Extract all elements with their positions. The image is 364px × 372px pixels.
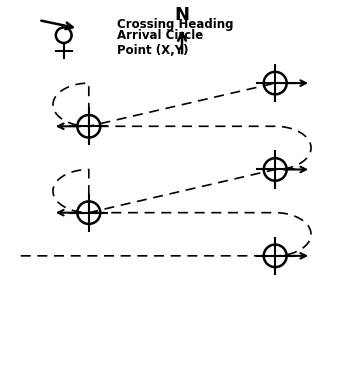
- Text: Arrival Circle: Arrival Circle: [118, 29, 204, 42]
- Text: N: N: [174, 6, 190, 24]
- Text: Crossing Heading: Crossing Heading: [118, 18, 234, 31]
- Text: Point (X,Y): Point (X,Y): [118, 44, 189, 57]
